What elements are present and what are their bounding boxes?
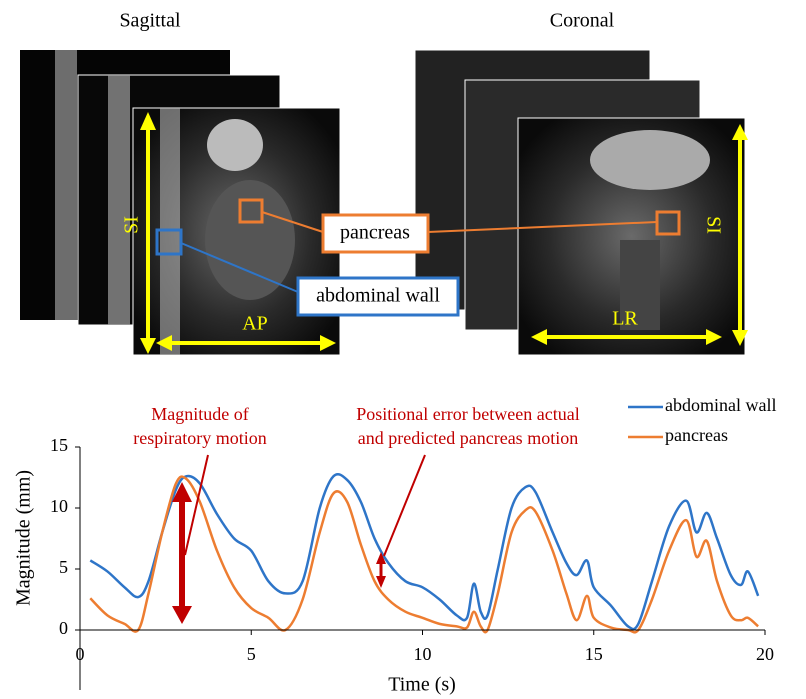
view-title: Coronal xyxy=(550,10,615,32)
legend-label: pancreas xyxy=(665,425,728,445)
axis-label: SI xyxy=(702,216,724,234)
annotation: Magnitude of xyxy=(151,404,248,424)
figure: Sagittal Coronal SI AP LR SI pancreas ab… xyxy=(0,0,806,699)
page: {"figure": {"sagittal": "Sagittal", "cor… xyxy=(0,0,806,699)
axis-label: AP xyxy=(242,313,268,335)
annotation: Positional error between actual xyxy=(356,404,579,424)
series-line xyxy=(90,474,758,629)
sagittal-images xyxy=(20,50,340,355)
x-tick-label: 10 xyxy=(414,644,432,664)
y-tick-label: 5 xyxy=(59,557,68,577)
callout-label: pancreas xyxy=(340,222,410,244)
y-axis-label: Magnitude (mm) xyxy=(13,470,35,606)
view-title: Sagittal xyxy=(119,10,181,32)
x-tick-label: 15 xyxy=(585,644,603,664)
y-tick-label: 10 xyxy=(50,496,68,516)
coronal-images xyxy=(415,50,745,355)
axis-label: LR xyxy=(612,308,638,330)
axis-label: SI xyxy=(121,216,143,234)
legend-label: abdominal wall xyxy=(665,395,776,415)
x-tick-label: 20 xyxy=(756,644,774,664)
x-axis-label: Time (s) xyxy=(388,674,456,696)
y-tick-label: 15 xyxy=(50,435,68,455)
callout-label: abdominal wall xyxy=(316,285,440,307)
annotation: and predicted pancreas motion xyxy=(358,428,578,448)
y-tick-label: 0 xyxy=(59,618,68,638)
x-tick-label: 5 xyxy=(247,644,256,664)
annotation: respiratory motion xyxy=(133,428,266,448)
